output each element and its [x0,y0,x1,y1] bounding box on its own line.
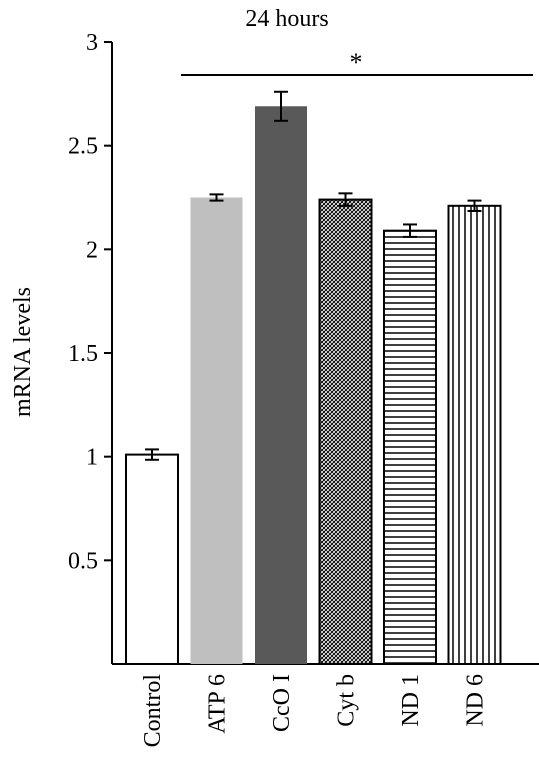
bar-atp-6 [190,197,243,664]
error-bar [209,193,224,202]
error-bar [274,90,288,122]
chart-title: 24 hours [245,6,328,32]
x-axis-labels: Control ATP 6 CcO I Cyt b ND 1 ND 6 [140,674,489,748]
error-bar [145,448,159,461]
y-tick-label: 2.5 [68,134,98,160]
significance-marker: * [350,48,363,77]
x-category-label: ND 6 [463,674,489,727]
bar-cyt-b [318,198,373,665]
error-bar [338,192,353,207]
y-tick-label: 1 [86,445,98,471]
error-bar [403,223,417,238]
y-tick-label: 2 [86,237,98,263]
bar-control [125,453,179,665]
y-tick-label: 1.5 [68,341,98,367]
error-bar [467,199,482,212]
error-bar-group [145,90,482,461]
y-tick-label: 0.5 [68,548,98,574]
bar-group [125,106,502,665]
x-category-label: Control [140,674,166,748]
bar-nd-6 [447,204,502,665]
y-tick-label: 3 [86,30,98,56]
bar-cco-i [255,106,307,665]
y-axis-ticks: 0.5 1 1.5 2 2.5 3 [68,30,112,574]
x-category-label: ND 1 [398,674,424,727]
x-category-label: Cyt b [334,674,360,727]
y-axis-label: mRNA levels [10,287,36,417]
x-category-label: ATP 6 [205,674,231,734]
bar-nd-1 [383,229,437,665]
x-category-label: CcO I [269,674,295,732]
